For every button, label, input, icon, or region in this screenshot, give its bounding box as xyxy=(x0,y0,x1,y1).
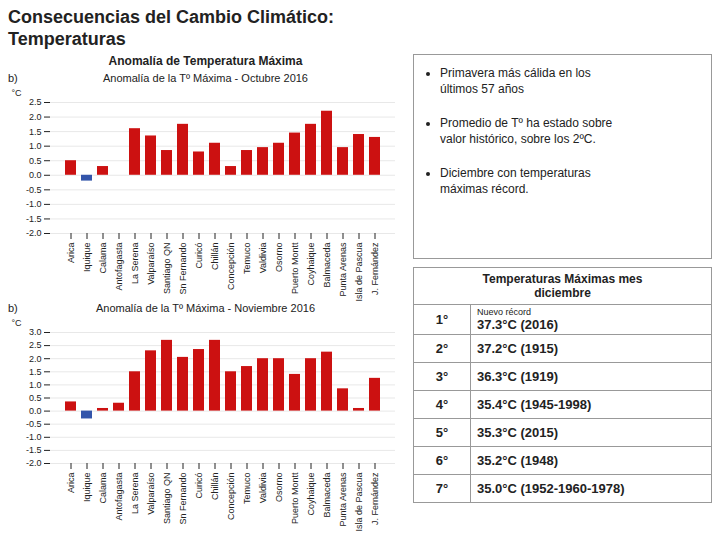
svg-text:1.5: 1.5 xyxy=(29,367,42,377)
svg-text:Balmaceda: Balmaceda xyxy=(322,473,332,518)
svg-text:3.0: 3.0 xyxy=(29,327,42,337)
svg-text:Coyhaique: Coyhaique xyxy=(306,473,316,516)
svg-text:Sn Fernando: Sn Fernando xyxy=(178,243,188,295)
html-text:35.0°C (1952-1960-1978): 35.0°C (1952-1960-1978) xyxy=(477,481,625,496)
svg-text:Balmaceda: Balmaceda xyxy=(322,243,332,288)
html-text:37.3°C (2016): 37.3°C (2016) xyxy=(477,317,559,332)
html-text:35.3°C (2015): 35.3°C (2015) xyxy=(477,425,559,440)
svg-text:1.5: 1.5 xyxy=(29,126,42,136)
svg-text:Santiago QN: Santiago QN xyxy=(162,473,172,525)
svg-text:Valdivia: Valdivia xyxy=(258,243,268,274)
svg-text:Punta Arenas: Punta Arenas xyxy=(338,242,348,297)
svg-text:Arica: Arica xyxy=(66,473,76,494)
svg-text:-2.0: -2.0 xyxy=(26,458,42,468)
svg-text:-1.0: -1.0 xyxy=(26,199,42,209)
svg-text:-0.5: -0.5 xyxy=(26,185,42,195)
svg-text:J. Fernández: J. Fernández xyxy=(370,242,380,295)
svg-text:La Serena: La Serena xyxy=(130,473,140,515)
svg-text:2.0: 2.0 xyxy=(29,112,42,122)
html-text:Temperaturas Máximas mes dicie: Temperaturas Máximas mes diciembre xyxy=(482,272,643,300)
svg-text:Coyhaique: Coyhaique xyxy=(306,243,316,286)
svg-text:-0.5: -0.5 xyxy=(26,419,42,429)
svg-text:Valparaíso: Valparaíso xyxy=(146,473,156,515)
html-text:Nuevo récord: Nuevo récord xyxy=(477,307,531,317)
svg-text:Osorno: Osorno xyxy=(274,243,284,273)
html-text:4°: 4° xyxy=(435,397,449,412)
html-text:37.2°C (1915): 37.2°C (1915) xyxy=(477,341,559,356)
svg-text:Puerto Montt: Puerto Montt xyxy=(290,472,300,524)
html-text:2°: 2° xyxy=(435,341,449,356)
svg-text:Antofagasta: Antofagasta xyxy=(114,243,124,291)
html-text:Anomalía de Temperatura Máxima: Anomalía de Temperatura Máxima xyxy=(108,54,303,68)
html-text:Promedio de Tº ha estado sobre: Promedio de Tº ha estado sobre valor his… xyxy=(440,116,613,146)
svg-text:0.5: 0.5 xyxy=(29,156,42,166)
svg-text:Calama: Calama xyxy=(98,243,108,274)
svg-text:Curicó: Curicó xyxy=(194,473,204,499)
svg-text:Chillán: Chillán xyxy=(210,243,220,271)
html-text:35.4°C (1945-1998): 35.4°C (1945-1998) xyxy=(477,397,592,412)
html-text:6°: 6° xyxy=(435,453,449,468)
svg-text:2.5: 2.5 xyxy=(29,97,42,107)
svg-text:Puerto Montt: Puerto Montt xyxy=(290,242,300,294)
html-text:3°: 3° xyxy=(435,369,449,384)
svg-text:Curicó: Curicó xyxy=(194,243,204,269)
svg-text:Isla de Pascua: Isla de Pascua xyxy=(354,243,364,302)
html-text:Primavera más cálida en los úl: Primavera más cálida en los últimos 57 a… xyxy=(440,66,591,96)
svg-text:Iquique: Iquique xyxy=(82,473,92,503)
html-text:b): b) xyxy=(8,302,18,314)
html-text:35.2°C (1948): 35.2°C (1948) xyxy=(477,453,559,468)
html-text:1°: 1° xyxy=(435,312,449,327)
svg-text:Temuco: Temuco xyxy=(242,243,252,275)
svg-text:0.0: 0.0 xyxy=(29,406,42,416)
svg-text:2.0: 2.0 xyxy=(29,354,42,364)
svg-text:2.5: 2.5 xyxy=(29,340,42,350)
html-text:b): b) xyxy=(8,72,18,84)
svg-text:1.0: 1.0 xyxy=(29,380,42,390)
svg-text:Punta Arenas: Punta Arenas xyxy=(338,472,348,527)
svg-text:Isla de Pascua: Isla de Pascua xyxy=(354,473,364,532)
svg-text:Calama: Calama xyxy=(98,473,108,504)
svg-text:Sn Fernando: Sn Fernando xyxy=(178,473,188,525)
svg-text:Valdivia: Valdivia xyxy=(258,473,268,504)
svg-text:Iquique: Iquique xyxy=(82,243,92,273)
html-text:5°: 5° xyxy=(435,425,449,440)
html-text:7°: 7° xyxy=(435,481,449,496)
svg-text:Osorno: Osorno xyxy=(274,473,284,503)
svg-text:0.0: 0.0 xyxy=(29,170,42,180)
svg-text:°C: °C xyxy=(12,318,23,328)
svg-text:-1.5: -1.5 xyxy=(26,214,42,224)
svg-text:0.5: 0.5 xyxy=(29,393,42,403)
svg-text:°C: °C xyxy=(12,88,23,98)
svg-text:1.0: 1.0 xyxy=(29,141,42,151)
svg-text:Arica: Arica xyxy=(66,243,76,264)
html-text:Anomalía de la Tº Máxima - Oct: Anomalía de la Tº Máxima - Octubre 2016 xyxy=(103,72,308,84)
html-text:36.3°C (1919): 36.3°C (1919) xyxy=(477,369,559,384)
svg-text:Concepción: Concepción xyxy=(226,473,236,521)
svg-text:Santiago QN: Santiago QN xyxy=(162,243,172,295)
svg-text:-1.0: -1.0 xyxy=(26,432,42,442)
svg-text:La Serena: La Serena xyxy=(130,243,140,285)
svg-text:J. Fernández: J. Fernández xyxy=(370,472,380,525)
svg-text:-1.5: -1.5 xyxy=(26,445,42,455)
svg-text:-2.0: -2.0 xyxy=(26,228,42,238)
svg-text:Concepción: Concepción xyxy=(226,243,236,291)
svg-text:Antofagasta: Antofagasta xyxy=(114,473,124,521)
svg-text:Valparaíso: Valparaíso xyxy=(146,243,156,285)
svg-text:Chillán: Chillán xyxy=(210,473,220,501)
html-text:Consecuencias del Cambio Climá: Consecuencias del Cambio Climático: Temp… xyxy=(8,7,335,49)
svg-text:Temuco: Temuco xyxy=(242,473,252,505)
html-text:Anomalía de la Tº Máxima - Nov: Anomalía de la Tº Máxima - Noviembre 201… xyxy=(96,302,315,314)
html-text:Diciembre con temperaturas máx: Diciembre con temperaturas máximas récor… xyxy=(440,166,591,196)
